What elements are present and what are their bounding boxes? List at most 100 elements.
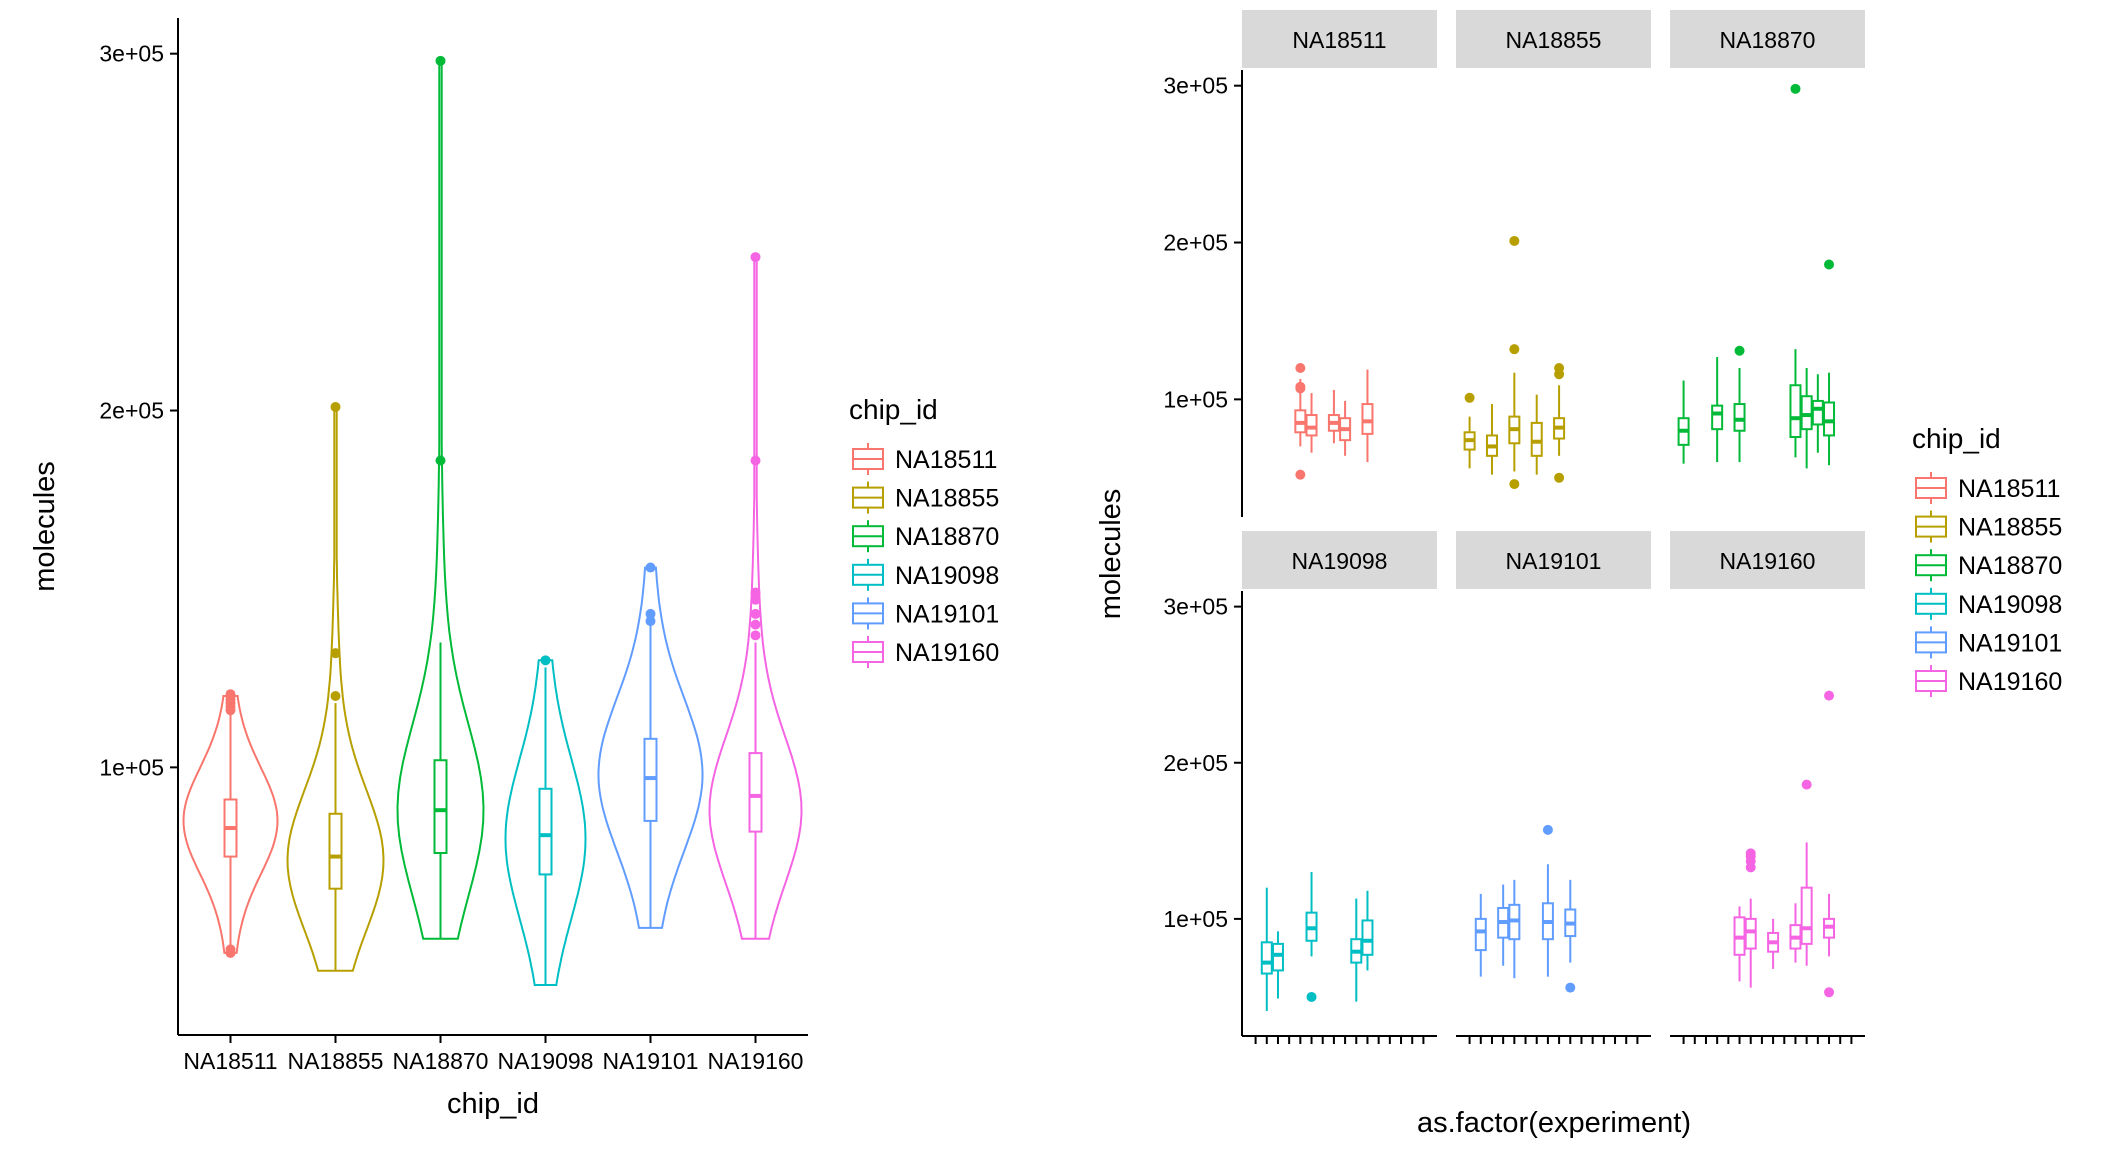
- legend-item-NA19101: NA19101: [1915, 626, 2062, 659]
- outlier-point: [645, 562, 656, 573]
- violin-NA19160: [708, 252, 803, 940]
- facet-strip-label: NA19098: [1292, 548, 1388, 574]
- x-tick-label: NA18870: [393, 1048, 489, 1074]
- legend-label: NA18870: [1958, 552, 2062, 580]
- outlier-point: [330, 401, 341, 412]
- legend-item-NA18511: NA18511: [852, 443, 997, 475]
- violin-NA19101: [597, 562, 704, 929]
- boxplot: [1508, 235, 1521, 490]
- boxplot: [1823, 259, 1836, 466]
- facet-strip: [1670, 10, 1865, 68]
- box: [1789, 384, 1802, 439]
- facet-NA18855: NA18855: [1456, 10, 1651, 490]
- outlier-point: [645, 616, 656, 627]
- boxplot: [1361, 369, 1374, 463]
- boxplot: [1711, 357, 1724, 463]
- legend-label: NA19101: [895, 600, 999, 628]
- legend-label: NA18511: [1958, 475, 2060, 503]
- x-tick-label: NA19101: [603, 1048, 699, 1074]
- outlier-point: [1801, 779, 1812, 790]
- violin-NA18855: [286, 401, 385, 972]
- outlier-point: [1509, 235, 1520, 246]
- outlier-point: [225, 689, 236, 700]
- y-tick-label: 1e+05: [1163, 386, 1228, 412]
- facet-NA19098: NA19098 1e+05 2e+05 3e+05: [1163, 531, 1437, 1044]
- legend-item-NA19101: NA19101: [852, 597, 999, 630]
- facet-strip-label: NA19101: [1506, 548, 1602, 574]
- facet-strip: [1242, 10, 1437, 68]
- boxplot: [1733, 345, 1746, 463]
- violin-outline: [504, 659, 587, 986]
- outlier-point: [750, 455, 761, 466]
- outlier-point: [225, 944, 236, 955]
- box: [328, 812, 343, 890]
- box: [538, 787, 553, 876]
- outlier-point: [645, 608, 656, 619]
- boxplot: [1294, 363, 1307, 480]
- outlier-point: [750, 619, 761, 630]
- box: [1811, 399, 1824, 426]
- outlier-point: [1745, 848, 1756, 859]
- y-tick-label: 2e+05: [1163, 750, 1228, 776]
- outlier-point: [1734, 345, 1745, 356]
- outlier-point: [330, 691, 341, 701]
- legend-label: NA19098: [895, 562, 999, 590]
- y-axis-title: molecules: [1095, 489, 1127, 620]
- facet-strip: [1456, 10, 1651, 68]
- legend-item-NA18870: NA18870: [852, 520, 999, 553]
- boxplot: [1811, 374, 1824, 453]
- outlier-point: [1295, 381, 1306, 392]
- outlier-point: [1824, 259, 1835, 270]
- outlier-point: [540, 655, 551, 666]
- faceted-boxplot-legend: chip_id NA18511 NA18855 NA18870 NA19098 NA191…: [1912, 423, 2062, 697]
- legend-title: chip_id: [849, 394, 938, 425]
- y-tick-label: 1e+05: [1163, 906, 1228, 932]
- outlier-point: [750, 630, 761, 641]
- boxplot: [1541, 824, 1554, 977]
- legend-label: NA19160: [895, 639, 999, 667]
- box: [1530, 421, 1543, 457]
- box: [1744, 917, 1757, 950]
- legend-item-NA19160: NA19160: [852, 636, 999, 668]
- x-tick-label: NA19160: [708, 1048, 804, 1074]
- box: [748, 752, 763, 833]
- violin-plot-panel: 1e+05 2e+05 3e+05 NA18511 NA18855 NA18870 NA19…: [29, 18, 808, 1120]
- boxplot: [1508, 879, 1521, 979]
- facet-strip: [1456, 531, 1651, 589]
- boxplot: [1800, 368, 1813, 469]
- outlier-point: [1554, 472, 1565, 483]
- violin-outline: [597, 566, 704, 929]
- legend-label: NA19098: [1958, 591, 2062, 619]
- facet-strip-label: NA18855: [1506, 27, 1602, 53]
- y-axis-title: molecules: [29, 461, 61, 592]
- legend-item-NA19098: NA19098: [852, 558, 999, 591]
- legend-label: NA19101: [1958, 629, 2062, 657]
- x-tick-label: NA18511: [183, 1048, 277, 1074]
- outlier-point: [1295, 363, 1306, 373]
- boxplot: [1260, 887, 1273, 1012]
- facet-strip: [1242, 531, 1437, 589]
- boxplot: [1485, 404, 1498, 475]
- boxplot: [1497, 884, 1510, 966]
- legend-label: NA18511: [895, 446, 997, 474]
- box: [1474, 917, 1487, 952]
- violin-NA19098: [504, 655, 587, 986]
- outlier-point: [1509, 344, 1520, 355]
- boxplot: [1271, 931, 1284, 999]
- outlier-point: [750, 608, 761, 619]
- boxplot: [1463, 392, 1476, 469]
- box: [1260, 941, 1273, 975]
- faceted-boxplot-panel: NA18511 1e+05 2e+05 3e+05 NA18855 NA18870 NA19…: [1095, 10, 1865, 1139]
- boxplot: [1733, 906, 1746, 982]
- box: [1711, 404, 1724, 431]
- y-tick-label: 1e+05: [99, 754, 164, 780]
- x-axis-title: chip_id: [447, 1088, 539, 1120]
- box: [1305, 414, 1318, 437]
- boxplot: [1530, 394, 1543, 475]
- boxplot: [1744, 848, 1757, 988]
- y-tick-label: 3e+05: [99, 41, 164, 67]
- outlier-point: [1790, 83, 1801, 94]
- boxplot: [1474, 893, 1487, 977]
- box: [1361, 403, 1374, 435]
